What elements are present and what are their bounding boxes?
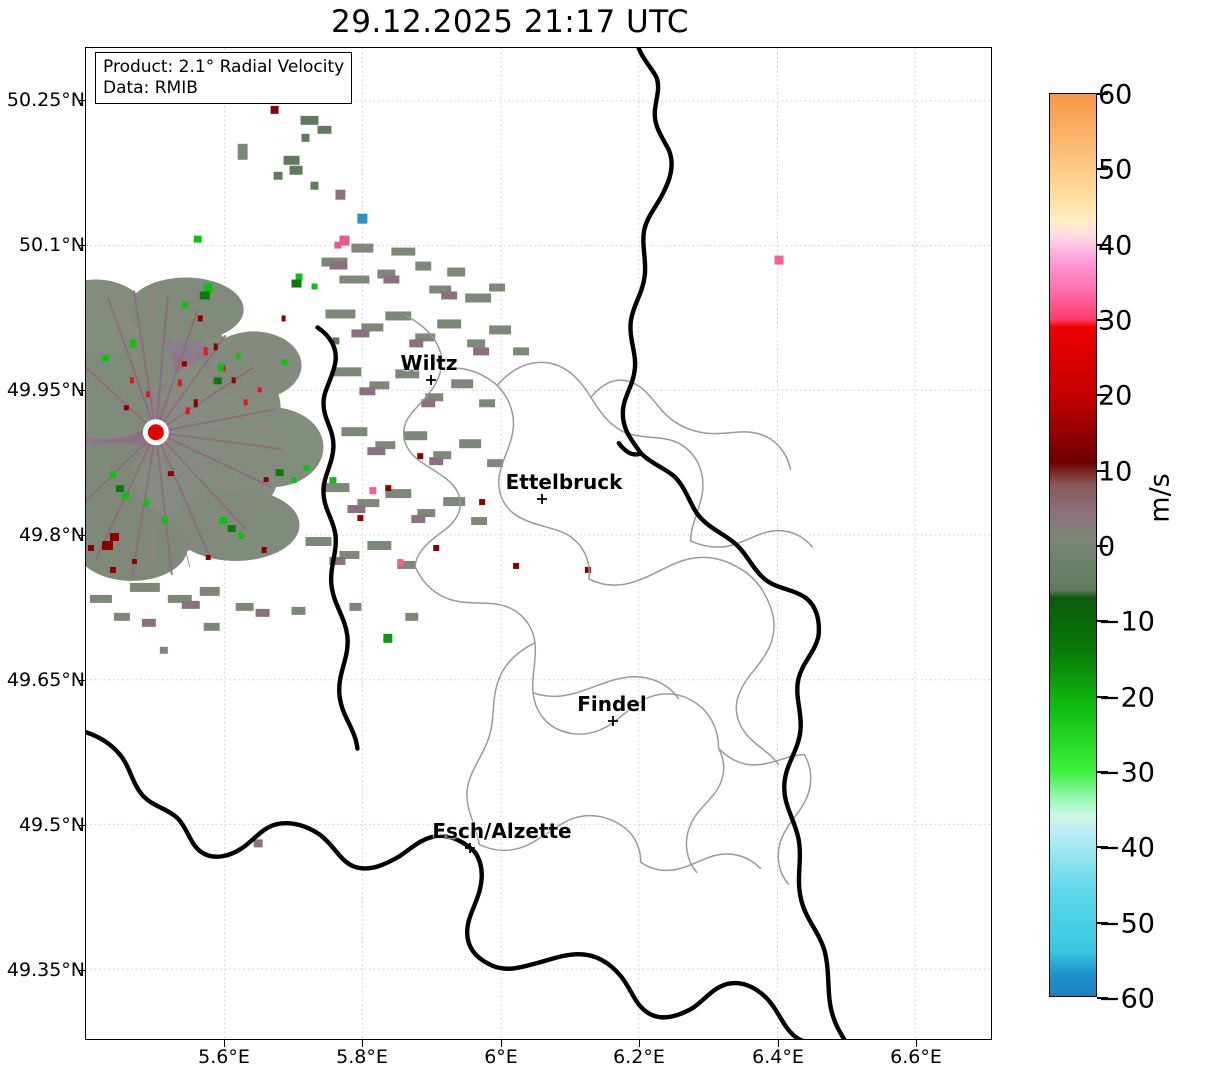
cb-tickline-12 — [1097, 997, 1108, 999]
x-tick-0: 5.6°E — [198, 1046, 250, 1068]
cb-tickline-10 — [1097, 846, 1108, 848]
cb-tick-label-5: 10 — [1098, 456, 1133, 488]
x-tickmark-3 — [638, 1040, 641, 1047]
x-tickmark-0 — [223, 1040, 226, 1047]
cb-tick-label-1: 50 — [1098, 154, 1133, 186]
data-source-line: Data: RMIB — [103, 77, 198, 98]
national-borders — [86, 48, 847, 1039]
cb-tickline-3 — [1097, 319, 1108, 321]
echo-cells-south — [109, 566, 393, 848]
internal-borders — [403, 314, 814, 886]
cb-tickline-9 — [1097, 771, 1108, 773]
city-marker-wiltz — [426, 375, 436, 385]
cb-tickline-2 — [1097, 244, 1108, 246]
radar-site-marker — [143, 419, 169, 445]
city-label-ettelbruck: Ettelbruck — [505, 470, 623, 494]
cb-tick-label-11: −50 — [1098, 908, 1155, 940]
cb-tickline-11 — [1097, 922, 1108, 924]
cb-tick-label-2: 40 — [1098, 230, 1133, 262]
cb-tickline-7 — [1097, 620, 1108, 622]
echo-cells-north — [237, 105, 368, 345]
city-marker-findel — [608, 716, 618, 726]
y-tickmark-5 — [78, 824, 85, 827]
velocity-colorbar[interactable] — [1049, 93, 1097, 997]
y-tick-5: 49.5°N — [18, 814, 85, 836]
map-canvas — [86, 48, 991, 1039]
y-tickmark-4 — [78, 679, 85, 682]
radar-map-plot[interactable]: Wiltz Ettelbruck Findel Esch/Alzette — [85, 47, 992, 1040]
cb-tick-label-10: −40 — [1098, 832, 1155, 864]
cb-tick-label-7: −10 — [1098, 606, 1155, 638]
cb-tickline-5 — [1097, 470, 1108, 472]
colorbar-axis-label: m/s — [1144, 473, 1176, 523]
radar-echo-field — [86, 105, 784, 848]
y-tickmark-6 — [78, 969, 85, 972]
y-tickmark-3 — [78, 534, 85, 537]
city-label-esch-alzette: Esch/Alzette — [432, 819, 572, 843]
y-tickmark-0 — [78, 99, 85, 102]
x-tickmark-1 — [361, 1040, 364, 1047]
product-info-box: Product: 2.1° Radial Velocity Data: RMIB — [95, 52, 353, 105]
y-tick-3: 49.8°N — [18, 524, 85, 546]
y-tick-6: 49.35°N — [6, 959, 85, 981]
page-title: 29.12.2025 21:17 UTC — [331, 4, 689, 40]
x-tick-3: 6.2°E — [613, 1046, 665, 1068]
y-tick-1: 50.1°N — [18, 234, 85, 256]
y-tick-0: 50.25°N — [6, 89, 85, 111]
cb-tick-label-4: 20 — [1098, 380, 1133, 412]
cb-tick-label-3: 30 — [1098, 305, 1133, 337]
cb-tickline-0 — [1097, 93, 1108, 95]
cb-tick-label-0: 60 — [1098, 79, 1133, 111]
y-tickmark-2 — [78, 389, 85, 392]
cb-tick-label-6: 0 — [1098, 531, 1116, 563]
product-line: Product: 2.1° Radial Velocity — [103, 57, 345, 77]
x-tick-5: 6.6°E — [890, 1046, 942, 1068]
y-tickmark-1 — [78, 244, 85, 247]
city-label-wiltz: Wiltz — [400, 351, 458, 375]
x-tick-4: 6.4°E — [752, 1046, 804, 1068]
city-marker-esch-alzette — [465, 843, 475, 853]
city-marker-ettelbruck — [537, 494, 547, 504]
city-label-findel: Findel — [577, 692, 647, 716]
x-tick-1: 5.8°E — [336, 1046, 388, 1068]
x-tickmark-4 — [777, 1040, 780, 1047]
x-tick-2: 6°E — [484, 1046, 518, 1068]
y-tick-4: 49.65°N — [6, 669, 85, 691]
cb-tickline-1 — [1097, 168, 1108, 170]
x-tickmark-2 — [500, 1040, 503, 1047]
y-tick-2: 49.95°N — [6, 379, 85, 401]
cb-tickline-6 — [1097, 545, 1108, 547]
x-tickmark-5 — [915, 1040, 918, 1047]
cb-tickline-4 — [1097, 394, 1108, 396]
cb-tick-label-9: −30 — [1098, 757, 1155, 789]
cb-tick-label-8: −20 — [1098, 682, 1155, 714]
cb-tickline-8 — [1097, 696, 1108, 698]
cb-tick-label-12: −60 — [1098, 983, 1155, 1015]
